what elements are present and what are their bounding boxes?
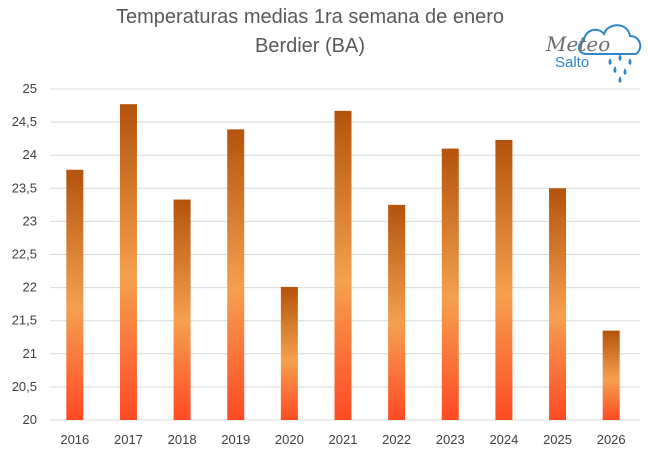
y-tick-label: 24,5 <box>12 114 37 129</box>
bar-2026 <box>602 330 620 420</box>
logo-text-meteo: Meteo <box>546 32 611 56</box>
x-tick-label: 2024 <box>489 432 518 447</box>
x-tick-label: 2020 <box>275 432 304 447</box>
x-tick-label: 2016 <box>60 432 89 447</box>
bar-2018 <box>173 199 191 420</box>
y-tick-label: 24 <box>23 147 37 162</box>
bar-2016 <box>66 169 84 420</box>
bar-2025 <box>549 188 567 420</box>
y-tick-label: 23,5 <box>12 180 37 195</box>
x-tick-label: 2021 <box>329 432 358 447</box>
x-tick-label: 2018 <box>168 432 197 447</box>
y-axis-ticks: 20 20,5 21 21,5 22 22,5 23 23,5 24 24,5 25 <box>12 81 37 427</box>
x-tick-label: 2025 <box>543 432 572 447</box>
bar-2021 <box>334 110 352 420</box>
x-tick-label: 2023 <box>436 432 465 447</box>
y-tick-label: 25 <box>23 81 37 96</box>
y-tick-label: 21 <box>23 346 37 361</box>
y-tick-label: 20 <box>23 412 37 427</box>
bars <box>66 104 620 420</box>
bar-2023 <box>441 148 459 420</box>
cloud-rain-icon <box>578 24 642 83</box>
meteo-salto-logo: Meteo Salto <box>538 14 648 84</box>
bar-2022 <box>388 204 406 420</box>
x-axis-ticks: 2016 2017 2018 2019 2020 2021 2022 2023 2024 2025… <box>60 432 625 447</box>
bar-2024 <box>495 139 513 420</box>
logo-text-salto: Salto <box>555 54 590 71</box>
x-tick-label: 2019 <box>221 432 250 447</box>
chart-subtitle: Berdier (BA) <box>254 35 366 57</box>
bar-2020 <box>280 286 298 420</box>
y-tick-label: 22 <box>23 280 37 295</box>
bar-2017 <box>119 104 137 420</box>
x-tick-label: 2026 <box>597 432 626 447</box>
y-tick-label: 20,5 <box>12 379 37 394</box>
y-tick-label: 21,5 <box>12 313 37 328</box>
x-tick-label: 2017 <box>114 432 143 447</box>
bar-2019 <box>227 129 245 420</box>
y-tick-label: 23 <box>23 213 37 228</box>
x-tick-label: 2022 <box>382 432 411 447</box>
chart-title: Temperaturas medias 1ra semana de enero <box>116 6 504 28</box>
y-tick-label: 22,5 <box>12 247 37 262</box>
